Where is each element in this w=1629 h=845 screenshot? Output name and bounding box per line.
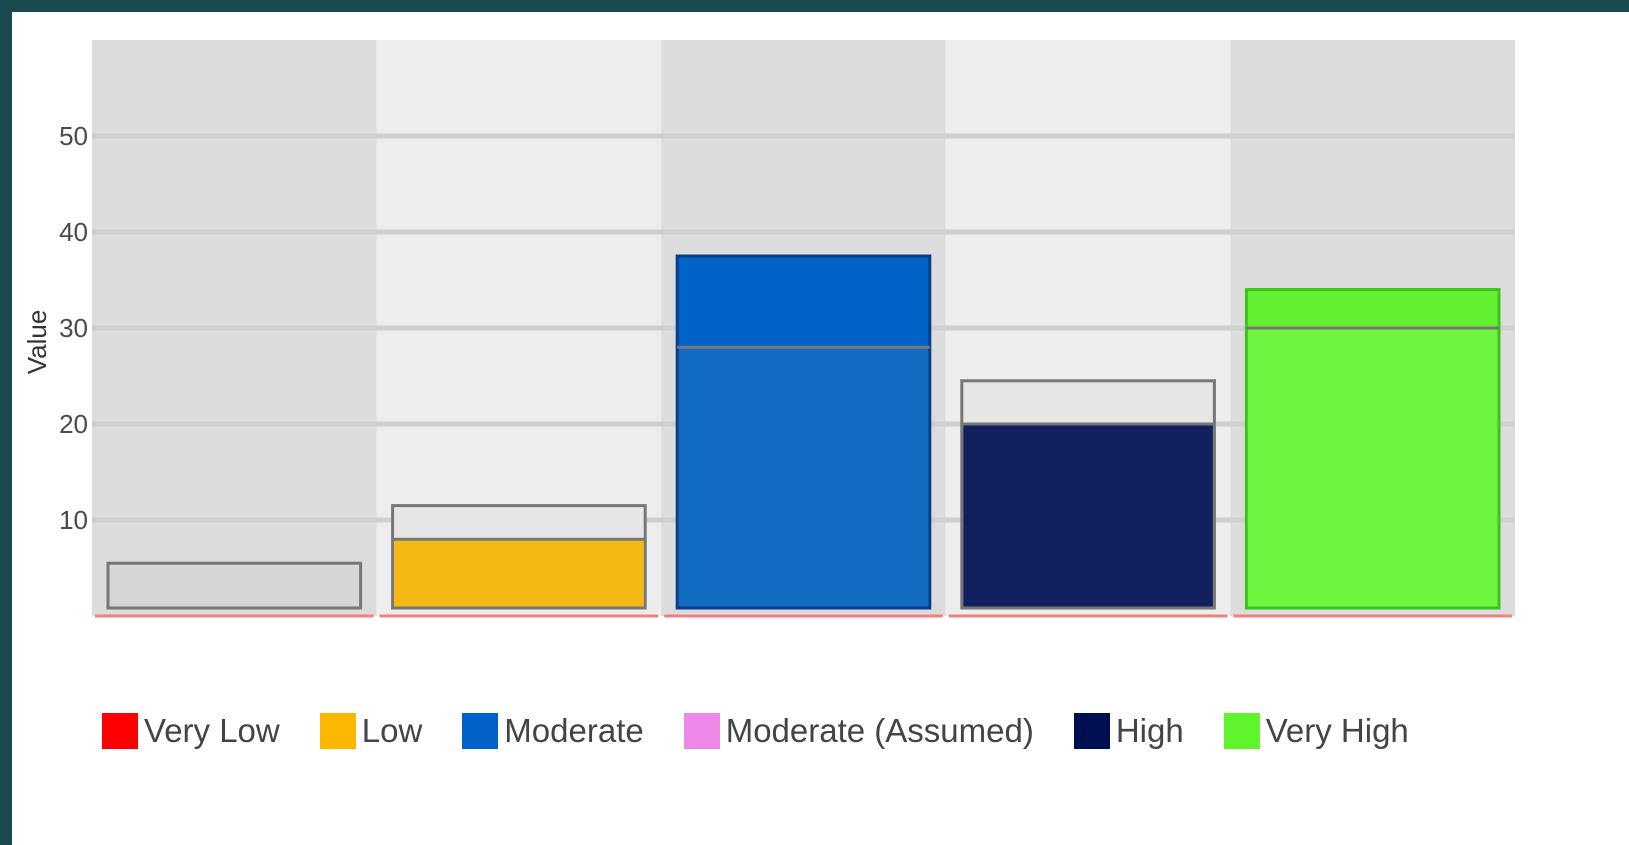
legend-item: Moderate <box>462 712 644 750</box>
legend-item: Moderate (Assumed) <box>683 712 1034 750</box>
chart-canvas: 10 20 30 40 50 Value Very Low Low Moderate Mode… <box>12 12 1629 845</box>
y-tick-label: 40 <box>59 217 88 247</box>
bar-fill <box>1247 328 1498 607</box>
bar-fill <box>394 539 644 607</box>
legend-swatch <box>1073 713 1110 749</box>
bar-outline <box>106 561 363 610</box>
bar-fill <box>678 347 929 607</box>
y-tick-label: 20 <box>59 409 88 439</box>
y-tick-label: 30 <box>59 313 88 343</box>
legend-label: Moderate <box>504 712 644 749</box>
legend-item: Very High <box>1223 712 1409 750</box>
legend-label: High <box>1115 712 1184 749</box>
legend-label: Very Low <box>144 712 280 749</box>
legend-item: Low <box>319 712 423 750</box>
legend-label: Low <box>361 712 423 749</box>
legend-swatch <box>1223 713 1260 749</box>
legend-label: Moderate (Assumed) <box>725 712 1034 749</box>
chart-legend: Very Low Low Moderate Moderate (Assumed) Hig… <box>102 712 1449 750</box>
bar-chart: 10 20 30 40 50 Value <box>22 40 1515 618</box>
legend-swatch <box>319 713 356 749</box>
bar-fill <box>963 424 1213 607</box>
legend-swatch <box>462 713 499 749</box>
legend-label: Very High <box>1265 712 1409 749</box>
legend-swatch <box>102 713 138 749</box>
y-tick-label: 50 <box>59 121 88 151</box>
y-axis-title: Value <box>22 310 52 375</box>
legend-item: Very Low <box>102 712 280 750</box>
y-tick-label: 10 <box>59 505 88 535</box>
legend-item: High <box>1073 712 1184 750</box>
legend-swatch <box>683 713 720 749</box>
